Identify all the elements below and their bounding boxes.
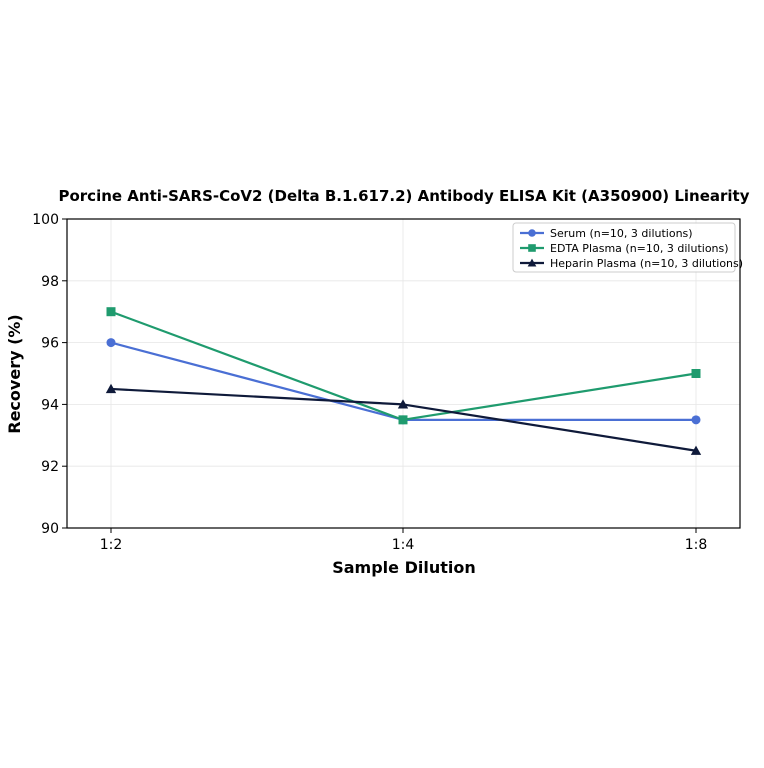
data-point-square <box>398 415 408 425</box>
y-tick-label: 100 <box>32 212 59 228</box>
data-point-triangle <box>105 383 117 394</box>
data-point-square <box>691 369 701 378</box>
y-axis-title: Recovery (%) <box>5 314 24 433</box>
legend-item: Serum (n=10, 3 dilutions) <box>520 227 693 240</box>
legend-label: EDTA Plasma (n=10, 3 dilutions) <box>550 242 729 255</box>
legend-box <box>512 222 736 273</box>
series-2 <box>105 383 702 455</box>
y-tick-label: 90 <box>41 521 59 537</box>
x-tick-label: 1:4 <box>392 537 415 553</box>
y-tick-label: 92 <box>41 459 59 475</box>
y-tick-label: 98 <box>41 274 59 290</box>
data-point-square <box>106 307 116 317</box>
y-axis-ticks: 90 92 94 96 98 100 <box>32 212 67 537</box>
x-axis-title: Sample Dilution <box>332 558 476 577</box>
x-axis-ticks: 1:2 1:4 1:8 <box>100 528 708 553</box>
y-tick-label: 96 <box>41 336 59 352</box>
data-point-circle <box>528 229 536 237</box>
series-0 <box>106 338 701 425</box>
legend-item: EDTA Plasma (n=10, 3 dilutions) <box>520 242 729 255</box>
x-tick-label: 1:2 <box>100 537 123 553</box>
x-tick-label: 1:8 <box>685 537 708 553</box>
series-1 <box>106 307 701 425</box>
data-point-square <box>528 244 536 252</box>
data-point-circle <box>691 415 701 425</box>
data-point-triangle <box>690 445 702 455</box>
data-point-triangle <box>527 258 537 267</box>
legend-item: Heparin Plasma (n=10, 3 dilutions) <box>520 257 743 270</box>
chart-title: Porcine Anti-SARS-CoV2 (Delta B.1.617.2)… <box>58 187 749 205</box>
y-tick-label: 94 <box>41 397 59 413</box>
data-point-circle <box>106 338 116 348</box>
legend-label: Heparin Plasma (n=10, 3 dilutions) <box>550 257 743 270</box>
data-point-triangle <box>397 399 409 409</box>
legend-label: Serum (n=10, 3 dilutions) <box>550 227 693 240</box>
series-layer <box>105 307 702 455</box>
legend: Serum (n=10, 3 dilutions) EDTA Plasma (n=… <box>512 222 743 273</box>
